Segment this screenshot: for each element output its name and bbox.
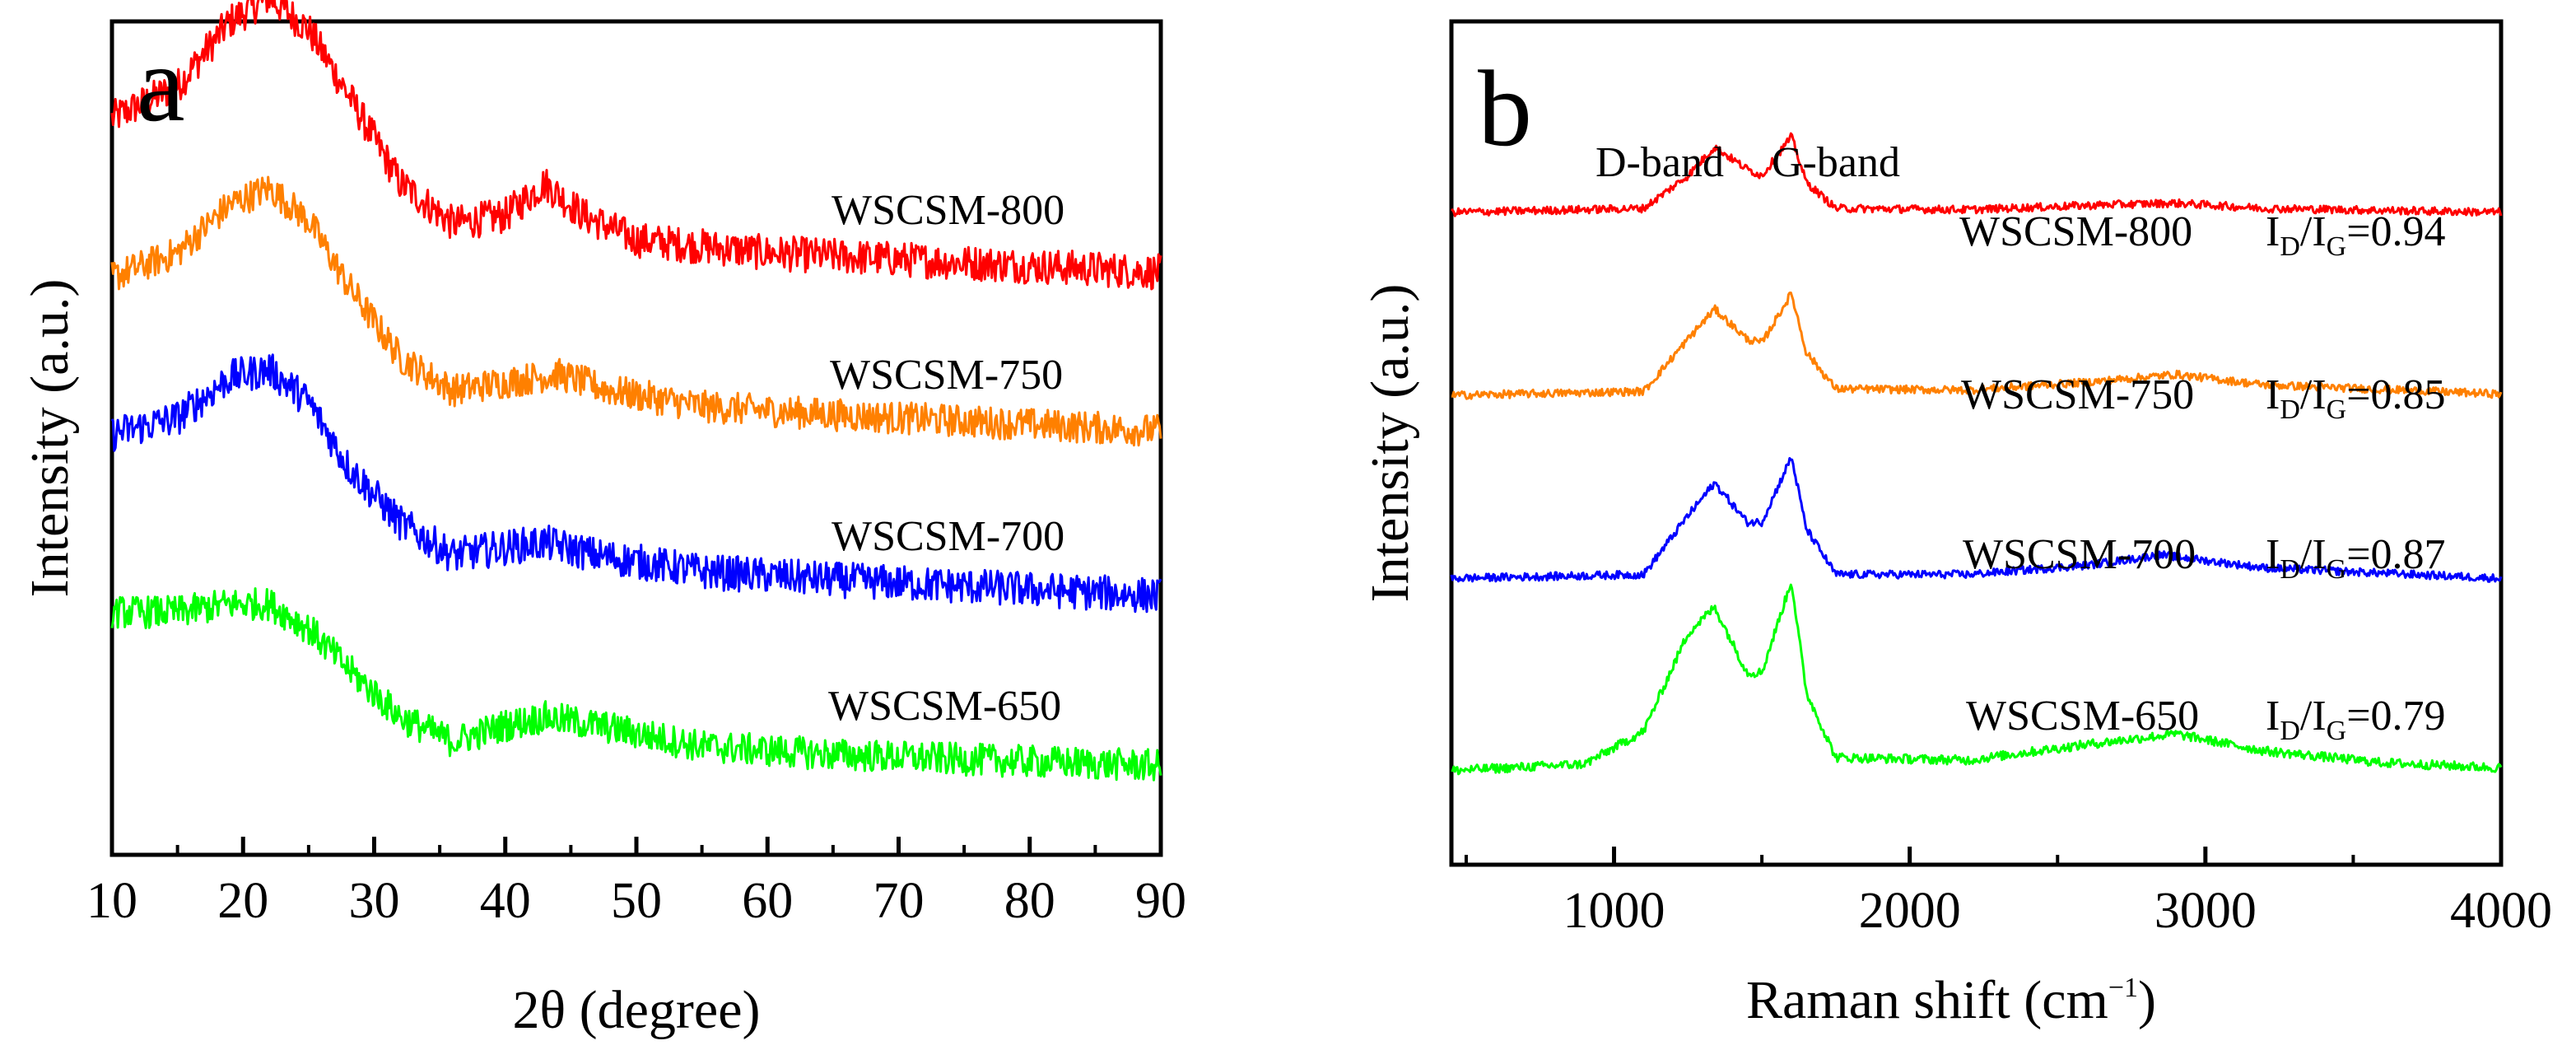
panel-a-series-line-wscsm-800 bbox=[110, 0, 1162, 291]
panel-b-label-wscsm-650: WSCSM-650 bbox=[1966, 693, 2199, 740]
panel-a-series-line-wscsm-750 bbox=[110, 175, 1162, 447]
panel-b-x-tick-label: 4000 bbox=[2450, 883, 2552, 939]
panel-a-x-tick-label: 70 bbox=[873, 873, 925, 929]
ratio-label-wscsm-800: ID/IG=0.94 bbox=[2266, 208, 2446, 262]
panel-b-x-ticks: 1000 2000 3000 4000 bbox=[1464, 847, 2552, 939]
panel-b-series-line-wscsm-750 bbox=[1451, 292, 2503, 400]
panel-b-x-tick-label: 1000 bbox=[1563, 883, 1665, 939]
panel-a-y-axis-title: Intensity (a.u.) bbox=[20, 279, 80, 598]
panel-b-y-axis-title: Intensity (a.u.) bbox=[1360, 284, 1420, 603]
panel-a-label-wscsm-650: WSCSM-650 bbox=[828, 683, 1061, 730]
panel-a-x-tick-label: 60 bbox=[742, 873, 793, 929]
panel-b-x-tick-label: 2000 bbox=[1859, 883, 1961, 939]
panel-b-label-wscsm-700: WSCSM-700 bbox=[1963, 531, 2196, 578]
panel-a-x-tick-label: 50 bbox=[611, 873, 662, 929]
panel-a-label-wscsm-800: WSCSM-800 bbox=[831, 187, 1064, 234]
panel-b-letter: b bbox=[1478, 48, 1532, 169]
panel-a-x-tick-label: 40 bbox=[480, 873, 531, 929]
panel-a-x-tick-label: 20 bbox=[217, 873, 268, 929]
panel-b-series-line-wscsm-800 bbox=[1451, 132, 2503, 217]
panel-b-x-tick-label: 3000 bbox=[2154, 883, 2257, 939]
panel-b-series-group bbox=[1450, 132, 2503, 776]
panel-b-series-line-wscsm-650 bbox=[1451, 583, 2503, 776]
panel-b-x-axis-title: Raman shift (cm−1) bbox=[1746, 970, 2156, 1030]
ratio-label-wscsm-750: ID/IG=0.85 bbox=[2266, 371, 2446, 425]
panel-b-series-line-wscsm-700 bbox=[1450, 457, 2503, 583]
panel-b-label-wscsm-750: WSCSM-750 bbox=[1961, 371, 2194, 418]
panel-a-series-line-wscsm-650 bbox=[110, 587, 1162, 782]
panel-a-x-tick-label: 80 bbox=[1004, 873, 1055, 929]
panel-a-x-tick-label: 10 bbox=[86, 873, 137, 929]
panel-a-label-wscsm-700: WSCSM-700 bbox=[831, 513, 1064, 560]
panel-a-xrd-chart: 10 20 30 40 50 60 70 80 90 a WSCSM-800 WSCSM-750… bbox=[20, 0, 1186, 1040]
panel-b-plot-frame bbox=[1449, 19, 2504, 867]
panel-b-label-wscsm-800: WSCSM-800 bbox=[1959, 208, 2192, 255]
panel-b-raman-chart: 1000 2000 3000 4000 b D-band G-band WSCSM-8… bbox=[1360, 19, 2552, 1030]
panel-a-series-line-wscsm-700 bbox=[110, 353, 1162, 614]
panel-a-series-group bbox=[110, 0, 1162, 782]
panel-a-x-tick-label: 90 bbox=[1135, 873, 1186, 929]
ratio-label-wscsm-650: ID/IG=0.79 bbox=[2266, 693, 2446, 746]
panel-a-x-tick-label: 30 bbox=[349, 873, 400, 929]
g-band-label: G-band bbox=[1772, 139, 1900, 186]
panel-a-x-ticks: 10 20 30 40 50 60 70 80 90 bbox=[86, 837, 1186, 929]
d-band-label: D-band bbox=[1595, 139, 1724, 186]
panel-a-x-axis-title: 2θ (degree) bbox=[513, 980, 761, 1040]
panel-a-letter: a bbox=[137, 23, 185, 144]
panel-a-label-wscsm-750: WSCSM-750 bbox=[830, 352, 1063, 399]
ratio-label-wscsm-700: ID/IG=0.87 bbox=[2266, 531, 2446, 585]
